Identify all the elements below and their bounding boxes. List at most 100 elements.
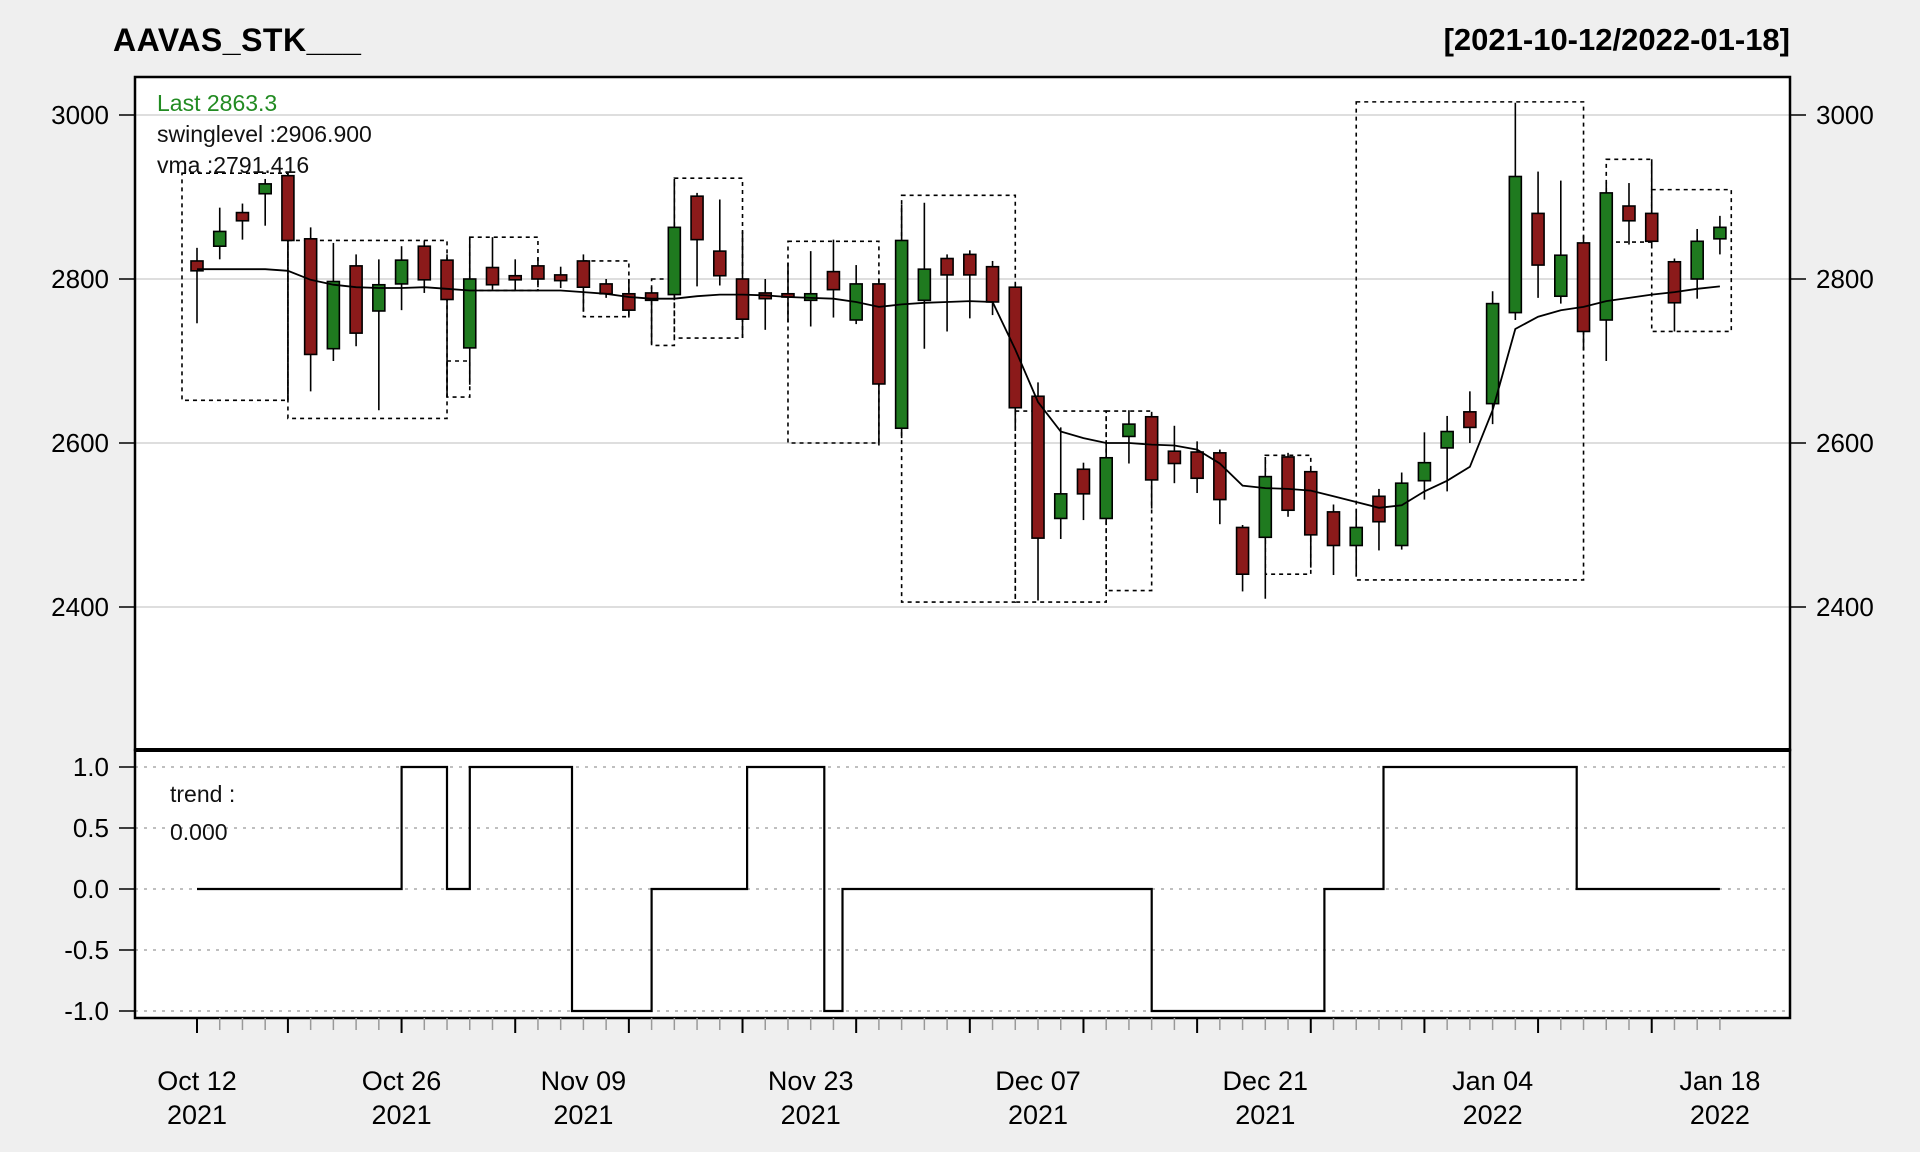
candle-body — [485, 266, 500, 286]
candle-body — [462, 278, 477, 349]
candle-body — [1349, 526, 1364, 547]
chart-title: AAVAS_STK___ — [113, 22, 362, 58]
x-axis-label: Oct 12 — [157, 1066, 237, 1096]
candle-body — [372, 283, 386, 312]
candle-body — [1667, 260, 1682, 304]
candle-body — [1031, 395, 1045, 539]
candle-body — [667, 226, 682, 296]
candle-body — [599, 283, 613, 295]
candle-body — [1213, 452, 1227, 501]
candle-body — [940, 257, 954, 276]
trend-value-text: 0.000 — [170, 819, 228, 845]
candle-body — [440, 259, 454, 301]
legend-swinglevel: swinglevel :2906.900 — [157, 121, 372, 147]
swing-box — [1650, 188, 1733, 333]
candle-body — [1167, 450, 1182, 465]
trend-axis-label: -1.0 — [64, 996, 109, 1026]
trend-panel-bg — [135, 750, 1790, 1018]
trend-axis-label: 0.5 — [73, 813, 109, 843]
legend-vma: vma :2791.416 — [157, 152, 310, 178]
candle-body — [644, 292, 659, 302]
candle-body — [258, 183, 272, 195]
x-axis-label-year: 2022 — [1463, 1100, 1523, 1130]
candle-body — [1235, 526, 1250, 576]
x-axis-label: Jan 04 — [1452, 1066, 1533, 1096]
y-axis-label-left: 2400 — [51, 592, 109, 622]
x-axis-label: Oct 26 — [362, 1066, 442, 1096]
price-panel-bg — [135, 77, 1790, 750]
candle-body — [1576, 242, 1591, 333]
x-axis-label-year: 2021 — [1008, 1100, 1068, 1130]
candle-body — [1417, 461, 1432, 482]
candle-body — [872, 283, 886, 385]
candle-body — [531, 265, 545, 280]
candle-body — [1554, 254, 1568, 298]
candle-body — [349, 265, 363, 334]
trend-axis-label: -0.5 — [64, 935, 109, 965]
x-axis-label: Dec 21 — [1223, 1066, 1309, 1096]
candle-body — [508, 274, 523, 281]
trend-step-line — [197, 765, 1720, 1013]
candle-body — [1076, 468, 1091, 495]
x-axis-label-year: 2021 — [1235, 1100, 1295, 1130]
candle-body — [235, 211, 250, 222]
candle-body — [712, 250, 727, 277]
candle-body — [190, 260, 204, 272]
candle-body — [1122, 423, 1136, 438]
candle-body — [1508, 175, 1523, 314]
candle-body — [735, 278, 750, 320]
chart-legend: Last 2863.3 swinglevel :2906.900 vma :27… — [157, 88, 372, 181]
x-axis-label-year: 2021 — [553, 1100, 613, 1130]
swing-box — [900, 194, 1017, 603]
y-axis-label-right: 2800 — [1816, 264, 1874, 294]
candle-body — [1372, 495, 1386, 523]
candle-body — [690, 195, 704, 241]
candle-body — [326, 280, 341, 350]
y-axis-label-left: 2800 — [51, 264, 109, 294]
candle-body — [281, 174, 295, 242]
x-axis-label-year: 2021 — [167, 1100, 227, 1130]
candle-body — [1622, 205, 1636, 222]
candle-body — [1394, 482, 1409, 547]
candle-body — [1440, 430, 1454, 449]
candle-body — [1713, 226, 1727, 240]
candle-body — [1144, 415, 1159, 481]
y-axis-label-left: 2600 — [51, 428, 109, 458]
y-axis-label-right: 3000 — [1816, 100, 1874, 130]
x-axis-label: Nov 09 — [541, 1066, 627, 1096]
vma-line — [197, 268, 1720, 509]
candle-body — [576, 260, 591, 288]
candle-body — [1190, 451, 1204, 480]
y-axis-label-right: 2400 — [1816, 592, 1874, 622]
candle-body — [963, 253, 977, 276]
candle-body — [1303, 470, 1318, 536]
candle-body — [1099, 456, 1113, 520]
candle-body — [1531, 212, 1545, 266]
candle-body — [1258, 475, 1273, 539]
candle-body — [303, 238, 318, 356]
x-axis-label: Jan 18 — [1679, 1066, 1760, 1096]
candle-body — [1281, 456, 1295, 512]
candle-body — [1463, 411, 1477, 429]
chart-date-range: [2021-10-12/2022-01-18] — [1443, 22, 1790, 57]
candle-body — [985, 265, 1000, 303]
candle-body — [417, 245, 432, 281]
candle-body — [826, 270, 841, 291]
trend-axis-label: 0.0 — [73, 874, 109, 904]
trend-axis-label: 1.0 — [73, 752, 109, 782]
legend-last-value: Last 2863.3 — [157, 90, 278, 116]
candle-body — [894, 239, 909, 430]
x-axis-label-year: 2022 — [1690, 1100, 1750, 1130]
y-axis-label-left: 3000 — [51, 100, 109, 130]
candle-body — [553, 274, 568, 282]
x-axis-label: Dec 07 — [995, 1066, 1081, 1096]
x-axis-label: Nov 23 — [768, 1066, 854, 1096]
x-axis-label-year: 2021 — [781, 1100, 841, 1130]
y-axis-label-right: 2600 — [1816, 428, 1874, 458]
candle-body — [1599, 192, 1614, 321]
candle-body — [1053, 493, 1068, 520]
candle-body — [1690, 240, 1704, 280]
x-axis-label-year: 2021 — [372, 1100, 432, 1130]
